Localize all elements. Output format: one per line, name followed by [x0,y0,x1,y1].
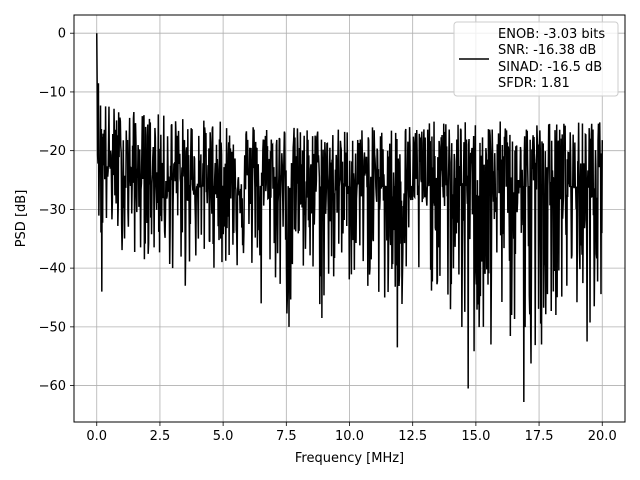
legend: ENOB: -3.03 bits SNR: -16.38 dB SINAD: -… [453,21,619,97]
y-tick-label: 0 [58,27,66,42]
x-tick-label: 10.0 [335,429,364,444]
legend-entry-enob: ENOB: -3.03 bits [498,27,605,42]
y-axis-ticks: 0 −10 −20 −30 −40 −50 −60 [39,27,74,394]
y-tick-label: −60 [39,379,66,394]
x-tick-label: 2.5 [150,429,171,444]
y-tick-label: −20 [39,144,66,159]
x-tick-label: 12.5 [398,429,427,444]
y-tick-label: −10 [39,85,66,100]
legend-entry-snr: SNR: -16.38 dB [498,43,596,58]
x-axis-label: Frequency [MHz] [295,451,404,466]
y-tick-label: −40 [39,262,66,277]
x-tick-label: 17.5 [525,429,554,444]
psd-series-line [96,33,603,403]
x-tick-label: 7.5 [276,429,297,444]
legend-box [453,21,619,97]
x-tick-label: 0.0 [86,429,107,444]
y-tick-label: −30 [39,203,66,218]
plot-frame [73,14,626,423]
x-axis-ticks: 0.0 2.5 5.0 7.5 10.0 12.5 15.0 17.5 20.0 [86,422,617,444]
y-tick-label: −50 [39,320,66,335]
legend-entry-sfdr: SFDR: 1.81 [498,76,570,91]
x-tick-label: 5.0 [213,429,234,444]
legend-entry-sinad: SINAD: -16.5 dB [498,60,602,75]
x-tick-label: 15.0 [461,429,490,444]
x-tick-label: 20.0 [588,429,617,444]
series-group [96,33,603,403]
y-axis-label: PSD [dB] [14,190,29,248]
